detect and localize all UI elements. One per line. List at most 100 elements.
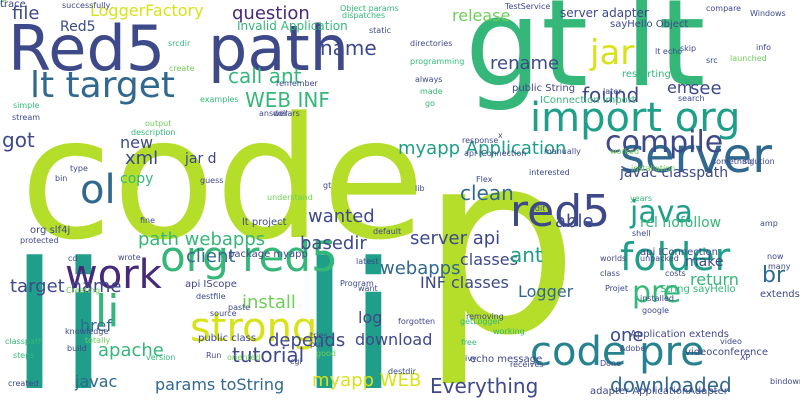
- cloud-word: found: [582, 83, 640, 107]
- cloud-word: source: [210, 309, 237, 318]
- cloud-word: new: [120, 133, 154, 152]
- cloud-word: ivy: [465, 354, 477, 363]
- cloud-word: able: [555, 211, 594, 232]
- cloud-word: adapter ApplicationAdapter: [590, 386, 728, 397]
- cloud-word: gt: [323, 181, 332, 190]
- cloud-word: question: [232, 3, 310, 24]
- cloud-word: clean: [460, 181, 514, 205]
- cloud-word: Projet: [605, 284, 628, 293]
- cloud-word: lt: [625, 0, 706, 114]
- cloud-word: rename: [490, 53, 560, 74]
- cloud-word: understand: [267, 193, 313, 202]
- cloud-word: dollars: [273, 109, 300, 118]
- cloud-word: release: [452, 6, 511, 25]
- cloud-word: put: [310, 340, 324, 349]
- cloud-word: edit: [530, 204, 546, 213]
- cloud-word: package myapp: [228, 249, 308, 260]
- cloud-word: lib: [415, 184, 425, 193]
- cloud-word: client: [186, 246, 236, 267]
- cloud-word: shell: [632, 229, 651, 238]
- cloud-word: years: [630, 194, 653, 203]
- cloud-word: import org: [530, 95, 741, 141]
- cloud-word: IConnection import: [540, 95, 636, 106]
- cloud-word: pre: [632, 275, 682, 310]
- cloud-word: path: [208, 12, 349, 85]
- cloud-word: target name: [10, 276, 122, 297]
- cloud-word: good: [316, 349, 336, 358]
- cloud-word: type: [70, 164, 88, 173]
- cloud-word: log: [358, 308, 383, 327]
- cloud-word: remember: [276, 79, 318, 88]
- cloud-word: folder: [620, 235, 731, 279]
- cloud-word: now: [767, 252, 784, 261]
- cloud-word: version: [146, 353, 176, 362]
- cloud-word: code pre: [530, 329, 705, 375]
- cloud-word: one: [610, 325, 644, 346]
- cloud-word: later: [603, 87, 622, 96]
- cloud-word: java: [630, 195, 693, 230]
- cloud-word: google: [642, 306, 670, 315]
- cloud-word: javac: [75, 372, 118, 391]
- cloud-word: info: [756, 43, 772, 52]
- cloud-word: Invalid Application: [237, 19, 348, 33]
- cloud-word: created: [8, 379, 39, 388]
- cloud-word: create: [169, 64, 195, 73]
- cloud-word: manually: [544, 147, 581, 156]
- cloud-word: ant: [510, 243, 543, 267]
- cloud-word: Flex: [476, 175, 493, 184]
- cloud-word: api IConnection: [640, 247, 718, 258]
- cloud-word: lt project: [242, 217, 287, 228]
- cloud-word: src: [706, 56, 718, 65]
- cloud-word: steps: [13, 351, 35, 360]
- cloud-word: downloaded: [610, 373, 732, 397]
- cloud-word: output: [145, 119, 172, 128]
- cloud-word: something: [712, 157, 755, 166]
- cloud-word: latest: [356, 257, 379, 266]
- cloud-word: tutorial: [232, 343, 305, 367]
- cloud-word: install: [242, 292, 296, 313]
- cloud-word: always: [415, 75, 443, 84]
- cloud-word: code: [20, 81, 426, 277]
- cloud-word: echo message: [470, 354, 543, 365]
- cloud-word: INF classes: [420, 273, 509, 292]
- cloud-word: public class: [198, 333, 257, 344]
- cloud-word: class: [600, 269, 620, 278]
- cloud-word: compare: [706, 4, 742, 13]
- cloud-word: extends ApplicationAdapter: [760, 289, 800, 300]
- cloud-word: public String: [512, 83, 576, 94]
- cloud-word: cgi: [290, 357, 302, 366]
- cloud-word: XP: [740, 353, 751, 362]
- cloud-word: examples: [200, 95, 239, 104]
- cloud-word: wanted: [308, 206, 375, 227]
- cloud-word: protected: [20, 236, 59, 245]
- cloud-word: fine: [140, 216, 156, 225]
- cloud-word: getLogger: [460, 317, 501, 326]
- cloud-word: jar: [590, 33, 635, 73]
- cloud-word: org red5: [160, 232, 338, 281]
- cloud-word: Program: [340, 279, 374, 288]
- cloud-word: LoggerFactory: [90, 1, 204, 20]
- cloud-word: programming: [410, 57, 465, 66]
- cloud-word: successfully: [62, 1, 111, 10]
- cloud-word: guess: [200, 176, 224, 185]
- cloud-word: p: [420, 99, 579, 390]
- cloud-word: classes: [460, 250, 518, 269]
- cloud-word: restarting: [622, 69, 671, 80]
- cloud-word: unpacked: [640, 254, 679, 263]
- cloud-word: path webapps: [138, 229, 266, 250]
- cloud-word: copy: [120, 171, 154, 187]
- cloud-word: x: [498, 131, 503, 140]
- cloud-word: Everything: [430, 374, 539, 398]
- cloud-word: xml: [125, 148, 159, 169]
- cloud-word: video: [720, 337, 742, 346]
- cloud-word: rel nofollow: [640, 215, 722, 231]
- cloud-word: compile: [605, 125, 724, 160]
- cloud-word: trace: [0, 0, 26, 10]
- cloud-word: String sayHello: [660, 284, 736, 295]
- cloud-word: li: [10, 225, 108, 400]
- cloud-word: file: [12, 3, 40, 24]
- cloud-word: response: [462, 136, 499, 145]
- cloud-word: static: [369, 26, 391, 35]
- cloud-word: strong: [190, 305, 318, 351]
